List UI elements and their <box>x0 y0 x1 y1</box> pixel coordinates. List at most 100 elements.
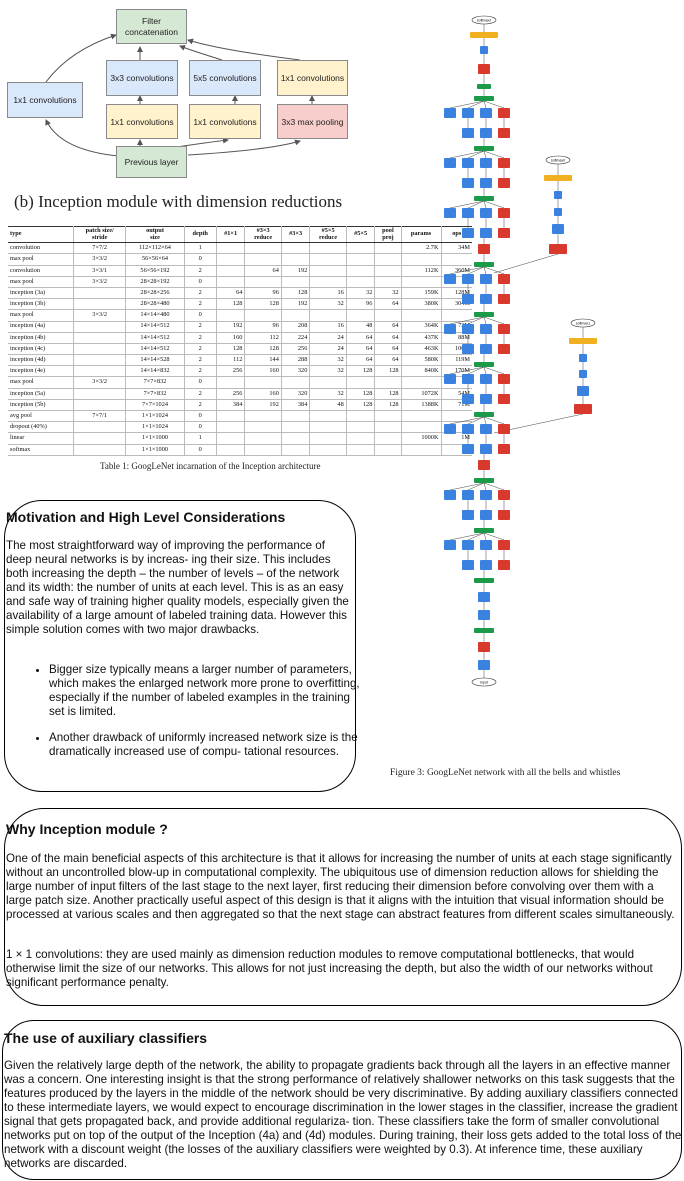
table-cell <box>400 421 441 434</box>
table-cell <box>400 276 441 288</box>
table-cell <box>244 276 282 288</box>
table-cell <box>345 276 375 288</box>
table-cell <box>400 444 441 456</box>
table-cell: 2 <box>183 298 217 311</box>
table-cell <box>400 376 441 389</box>
table-cell: 128M <box>440 287 472 300</box>
table-cell: 64 <box>374 321 402 333</box>
inception-branch <box>498 424 510 434</box>
table-header-cell: #3×3 reduce <box>244 226 282 244</box>
table-cell: inception (5b) <box>8 399 74 412</box>
table-cell: 14×14×512 <box>125 343 185 356</box>
network-edge <box>449 366 485 375</box>
table-cell: 437K <box>400 332 441 344</box>
table-cell: 14×14×512 <box>125 321 185 333</box>
table-cell <box>72 298 126 311</box>
table-cell <box>215 444 245 456</box>
inception-branch <box>480 178 492 188</box>
table-cell: 128 <box>215 298 245 311</box>
table-cell: inception (4d) <box>8 354 74 367</box>
table-cell: 71M <box>440 399 472 412</box>
table-cell: 208 <box>280 321 310 333</box>
inception-branch <box>480 128 492 138</box>
table-cell: 840K <box>400 365 441 378</box>
network-io-node <box>471 677 497 687</box>
table-cell <box>280 410 310 423</box>
table-cell <box>345 265 375 277</box>
network-edge <box>483 482 505 491</box>
motivation-card: Motivation and High Level Considerations… <box>4 500 360 792</box>
table-row: max pool 3×3/2 7×7×832 0 <box>8 376 472 389</box>
table-cell: 320 <box>280 365 310 378</box>
list-item: Another drawback of uniformly increased … <box>49 731 365 759</box>
table-row: max pool 3×3/2 28×28×192 0 <box>8 276 472 288</box>
table-cell: 64 <box>345 354 375 367</box>
table-cell: 2 <box>183 365 217 378</box>
table-cell: 7×7×832 <box>125 388 185 400</box>
table-cell: 160 <box>215 332 245 344</box>
table-cell <box>244 410 282 423</box>
table-cell <box>309 444 347 456</box>
inception-branch <box>498 228 510 238</box>
table-cell <box>374 421 402 434</box>
table-cell: 32 <box>309 298 347 311</box>
network-edge <box>483 266 487 275</box>
table-cell: 1 <box>183 242 217 255</box>
table-cell: 128 <box>345 365 375 378</box>
table-cell <box>309 410 347 423</box>
table-cell: 7×7/2 <box>72 242 126 255</box>
table-cell: 2 <box>183 265 217 277</box>
aux-softmax <box>544 175 572 181</box>
table-cell <box>345 242 375 255</box>
network-edge <box>449 416 485 425</box>
table-cell <box>72 332 126 344</box>
inception-branch <box>462 540 474 550</box>
depthconcat-layer <box>474 312 494 317</box>
table-cell <box>440 376 472 389</box>
network-edge <box>467 150 485 159</box>
table-cell: 48 <box>345 321 375 333</box>
network-edge <box>467 532 485 541</box>
table-cell <box>440 444 472 456</box>
table-cell: 580K <box>400 354 441 367</box>
list-item: Bigger size typically means a larger num… <box>49 663 365 719</box>
table-cell: 2 <box>183 287 217 300</box>
network-edge <box>449 316 485 325</box>
table-cell: 32 <box>345 287 375 300</box>
inception-branch <box>462 178 474 188</box>
table-row: softmax 1×1×1000 0 <box>8 444 472 456</box>
table-cell <box>440 410 472 423</box>
table-row: convolution 3×3/1 56×56×192 2 64 192 112K 360M <box>8 265 472 277</box>
table-row: inception (4a) 14×14×512 2 192 96 208 16 48 64 36… <box>8 321 472 333</box>
table-cell: inception (4b) <box>8 332 74 344</box>
lrn-layer <box>474 628 494 633</box>
softmax-layer <box>470 32 498 38</box>
table-cell <box>345 410 375 423</box>
table-row: dropout (40%) 1×1×1024 0 <box>8 421 472 434</box>
table-cell: linear <box>8 432 74 445</box>
table-cell <box>244 242 282 255</box>
inception-branch <box>498 374 510 384</box>
table-cell <box>345 376 375 389</box>
table-cell: 48 <box>309 399 347 412</box>
dropout-layer <box>478 64 490 74</box>
table-cell <box>374 376 402 389</box>
table-cell <box>72 321 126 333</box>
table-cell: 1 <box>183 432 217 445</box>
table-cell: 64 <box>374 343 402 356</box>
inception-branch <box>462 208 474 218</box>
table-cell: 1388K <box>400 399 441 412</box>
table-cell <box>374 242 402 255</box>
network-edge <box>483 366 505 375</box>
inception-branch <box>498 128 510 138</box>
table-cell: 64 <box>374 354 402 367</box>
network-edge <box>493 253 559 274</box>
network-edge <box>467 366 485 375</box>
inception-branch <box>498 490 510 500</box>
table-cell: convolution <box>8 242 74 255</box>
network-edge <box>483 416 505 425</box>
table-row: inception (5a) 7×7×832 2 256 160 320 32 128 128 1… <box>8 388 472 400</box>
network-edge <box>483 532 487 541</box>
filter-concatenation-box: Filter concatenation <box>116 9 187 44</box>
table-cell: 2 <box>183 321 217 333</box>
